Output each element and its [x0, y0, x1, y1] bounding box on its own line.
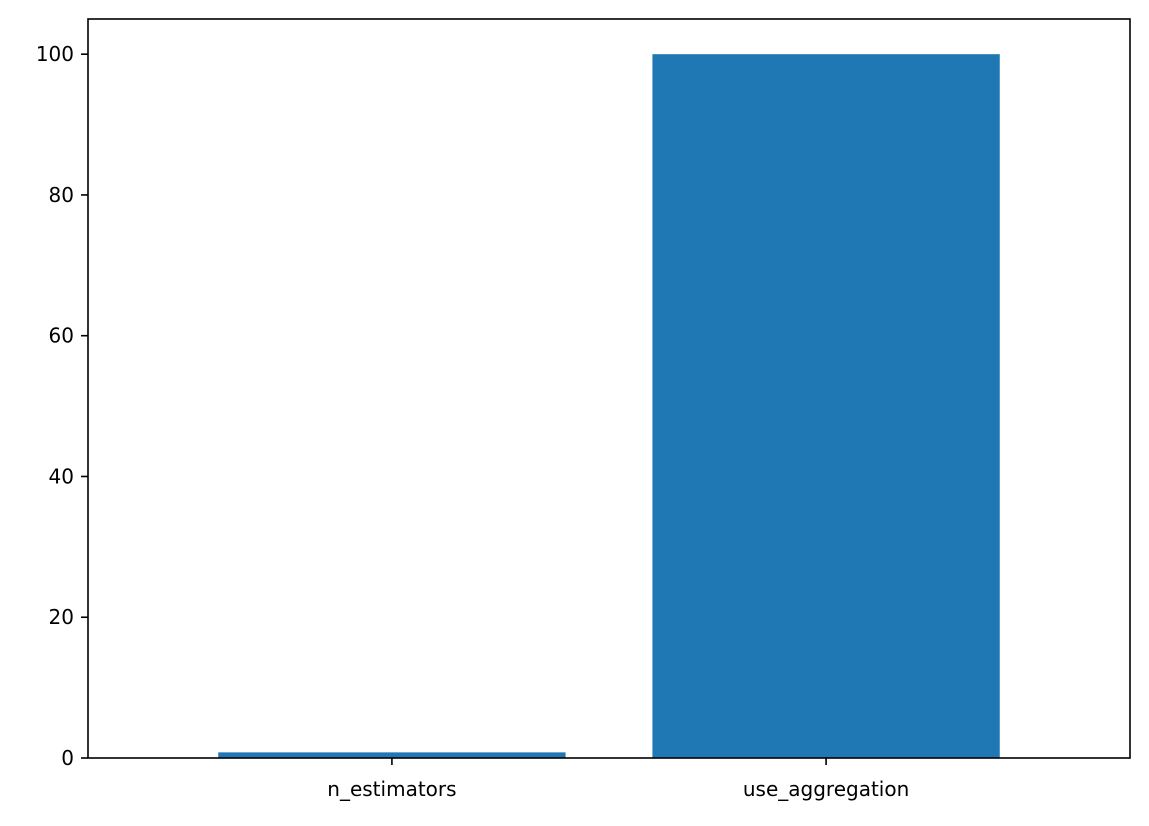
y-tick-label-80: 80 [49, 183, 74, 207]
bar-n-estimators [218, 752, 566, 758]
y-tick-label-40: 40 [49, 464, 74, 488]
y-tick-label-0: 0 [61, 746, 74, 770]
plot-frame [87, 18, 1131, 759]
y-tick-label-100: 100 [36, 42, 74, 66]
y-axis: 0 20 40 60 80 100 [36, 42, 88, 770]
x-tick-label-use-aggregation: use_aggregation [743, 777, 909, 801]
y-tick-label-20: 20 [49, 605, 74, 629]
bars [218, 54, 1000, 758]
x-tick-label-n-estimators: n_estimators [327, 777, 456, 801]
bar-use-aggregation [652, 54, 1000, 758]
x-axis: n_estimators use_aggregation [327, 758, 909, 801]
y-tick-label-60: 60 [49, 324, 74, 348]
